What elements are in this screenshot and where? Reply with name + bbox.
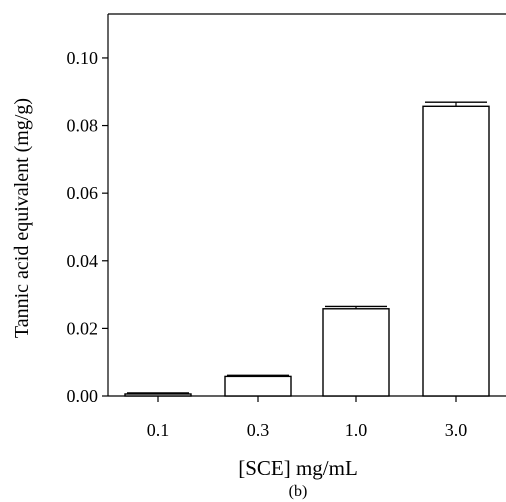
y-tick-label: 0.08 (67, 116, 99, 136)
y-tick-label: 0.04 (67, 251, 99, 271)
y-tick-label: 0.02 (67, 318, 99, 338)
bars-group (124, 101, 490, 397)
bar-0.3 (224, 375, 292, 397)
y-tick-label: 0.00 (67, 386, 99, 406)
x-axis-ticks: 0.1 0.3 1.0 3.0 (147, 396, 468, 440)
y-axis-label: Tannic acid equivalent (mg/g) (11, 98, 33, 338)
y-tick-label: 0.10 (67, 48, 99, 68)
y-tick-label: 0.06 (67, 183, 99, 203)
x-axis-label: [SCE] mg/mL (238, 456, 358, 480)
x-tick-label: 0.1 (147, 420, 170, 440)
y-axis-ticks: 0.00 0.02 0.04 0.06 0.08 0.10 (67, 48, 108, 406)
bar-3.0 (422, 105, 490, 397)
bar-0.1 (124, 393, 192, 397)
x-tick-label: 0.3 (247, 420, 270, 440)
x-tick-label: 1.0 (345, 420, 368, 440)
bar-1.0 (322, 308, 390, 397)
panel-label: (b) (289, 483, 308, 500)
x-tick-label: 3.0 (445, 420, 468, 440)
